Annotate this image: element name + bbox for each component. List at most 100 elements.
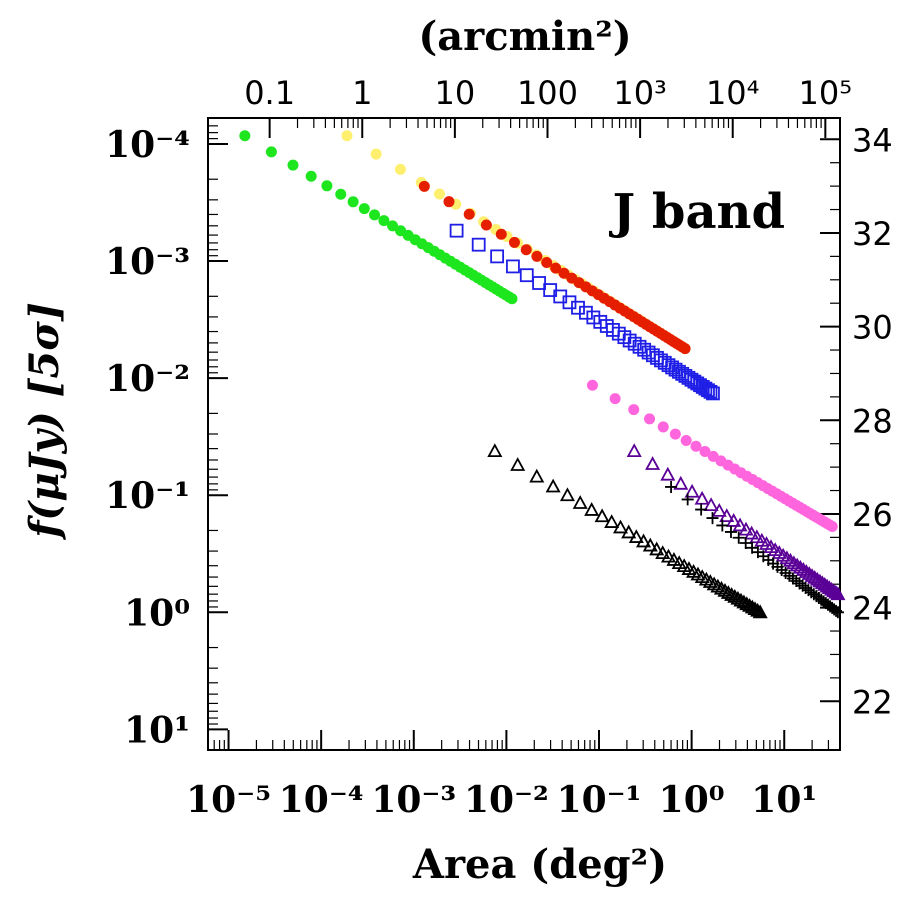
data-point <box>520 244 532 256</box>
data-point <box>642 537 658 552</box>
y2-tick-label: 22 <box>852 683 893 721</box>
data-point <box>604 514 620 528</box>
data-point <box>828 584 844 599</box>
y-tick-label: 10⁻⁴ <box>105 124 190 166</box>
x2-tick-label: 0.1 <box>244 74 295 112</box>
x-tick-label: 10⁻⁴ <box>279 779 364 821</box>
data-point <box>665 480 678 493</box>
data-point <box>579 305 593 320</box>
data-point <box>684 483 700 498</box>
series-7 <box>665 480 844 619</box>
data-point <box>571 300 585 315</box>
x2-tick-label: 10⁴ <box>706 74 760 112</box>
x-tick-label: 10⁻⁵ <box>186 779 271 821</box>
y-axis-label: f(μJy) [5σ] <box>21 302 68 541</box>
data-point <box>321 180 333 192</box>
data-point <box>706 576 722 591</box>
data-point <box>789 557 805 572</box>
data-point <box>471 237 486 252</box>
data-point <box>716 519 729 532</box>
data-point <box>490 249 505 264</box>
x2-tick-label: 10³ <box>613 74 667 112</box>
data-point <box>495 228 507 240</box>
y-tick-labels: 10⁻⁴ 10⁻³ 10⁻² 10⁻¹ 10⁰ 10¹ <box>105 124 190 751</box>
series-4 <box>586 379 838 533</box>
x2-tick-label: 10 <box>435 74 476 112</box>
data-point <box>305 170 317 182</box>
data-point <box>694 490 710 505</box>
data-point <box>742 597 758 612</box>
y-tick-label: 10⁻² <box>105 358 190 400</box>
data-point <box>673 475 689 490</box>
data-point <box>654 353 668 368</box>
data-point <box>418 180 430 192</box>
y-tick-label: 10¹ <box>124 709 190 751</box>
data-point <box>736 594 752 609</box>
data-point <box>510 457 526 471</box>
data-point <box>679 343 691 355</box>
data-point <box>650 350 664 365</box>
data-point <box>487 443 503 458</box>
y2-tick-label: 26 <box>852 496 893 534</box>
x2-tick-label: 1 <box>352 74 372 112</box>
data-point <box>727 589 743 603</box>
x2-axis-label: (arcmin²) <box>418 13 631 60</box>
data-point <box>690 440 702 452</box>
data-point <box>669 428 681 440</box>
data-point <box>801 566 817 580</box>
data-point <box>657 421 669 433</box>
data-point <box>830 604 843 617</box>
data-point <box>443 196 455 208</box>
data-point <box>711 502 727 517</box>
data-point <box>699 446 711 458</box>
data-point <box>584 502 600 516</box>
data-point <box>779 550 795 565</box>
data-point <box>830 586 846 601</box>
x-tick-labels: 10⁻⁵ 10⁻⁴ 10⁻³ 10⁻² 10⁻¹ 10⁰ 10¹ <box>186 779 817 821</box>
data-point <box>795 562 811 576</box>
series-0 <box>239 130 518 305</box>
data-point <box>744 525 760 540</box>
x2-tick-label: 10⁵ <box>799 74 853 112</box>
data-point <box>628 404 640 416</box>
data-point <box>609 393 621 405</box>
data-point <box>798 564 814 578</box>
data-point <box>506 259 520 274</box>
data-point <box>786 555 802 570</box>
x-tick-label: 10⁻¹ <box>557 779 642 821</box>
y2-tick-label: 28 <box>852 402 893 440</box>
data-point <box>733 592 749 607</box>
data-point <box>649 541 665 556</box>
data-point <box>636 533 652 548</box>
data-point <box>519 268 534 283</box>
data-point <box>717 583 733 597</box>
data-point <box>531 250 543 262</box>
data-point <box>826 521 838 533</box>
data-point <box>706 512 719 525</box>
x-tick-label: 10¹ <box>751 779 817 821</box>
data-point <box>701 383 715 398</box>
data-point <box>703 497 719 512</box>
data-point <box>594 508 610 523</box>
data-point <box>644 413 656 425</box>
data-point <box>541 256 553 268</box>
data-point <box>378 215 390 227</box>
y2-tick-labels: 22 24 26 28 30 32 34 <box>852 121 893 721</box>
data-point <box>720 585 736 599</box>
data-point <box>706 386 720 401</box>
band-annotation: J band <box>608 184 785 240</box>
data-point <box>713 580 729 595</box>
data-point <box>239 130 251 142</box>
series-6 <box>626 443 846 601</box>
data-point <box>358 203 370 215</box>
y-tick-label: 10⁻¹ <box>105 475 190 517</box>
x-tick-label: 10⁰ <box>659 779 725 821</box>
data-point <box>532 276 546 290</box>
data-point <box>545 478 561 493</box>
data-point <box>645 456 661 470</box>
series-5 <box>487 443 768 619</box>
data-point <box>265 146 277 158</box>
y-tick-label: 10⁻³ <box>105 241 190 283</box>
y2-tick-label: 32 <box>852 215 893 253</box>
data-point <box>792 559 808 574</box>
